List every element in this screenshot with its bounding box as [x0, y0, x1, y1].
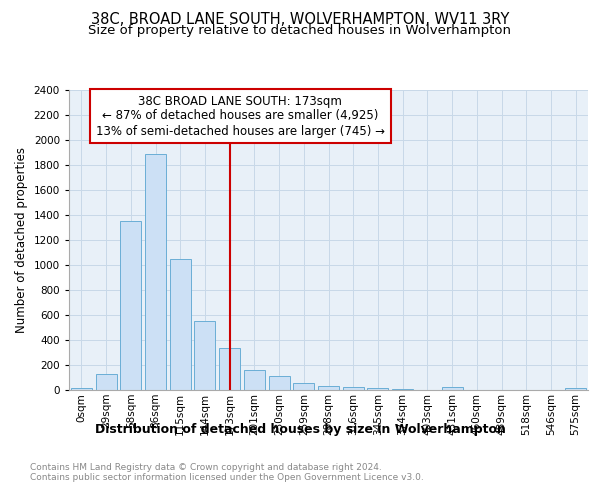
Bar [565, 388, 586, 390]
Bar [194, 322, 215, 390]
Text: 38C BROAD LANE SOUTH: 173sqm
← 87% of detached houses are smaller (4,925)
13% of: 38C BROAD LANE SOUTH: 173sqm ← 87% of de… [96, 94, 385, 138]
Bar [219, 348, 240, 390]
Bar [71, 388, 92, 390]
Bar [120, 221, 141, 390]
Bar [367, 388, 388, 390]
Bar [442, 387, 463, 390]
Bar [145, 154, 166, 390]
Bar [293, 382, 314, 390]
Text: Distribution of detached houses by size in Wolverhampton: Distribution of detached houses by size … [95, 422, 505, 436]
Bar [170, 259, 191, 390]
Y-axis label: Number of detached properties: Number of detached properties [15, 147, 28, 333]
Text: 38C, BROAD LANE SOUTH, WOLVERHAMPTON, WV11 3RY: 38C, BROAD LANE SOUTH, WOLVERHAMPTON, WV… [91, 12, 509, 28]
Text: Contains HM Land Registry data © Crown copyright and database right 2024.
Contai: Contains HM Land Registry data © Crown c… [30, 462, 424, 482]
Bar [269, 376, 290, 390]
Bar [244, 370, 265, 390]
Bar [318, 386, 339, 390]
Bar [95, 374, 116, 390]
Text: Size of property relative to detached houses in Wolverhampton: Size of property relative to detached ho… [89, 24, 511, 37]
Bar [343, 387, 364, 390]
